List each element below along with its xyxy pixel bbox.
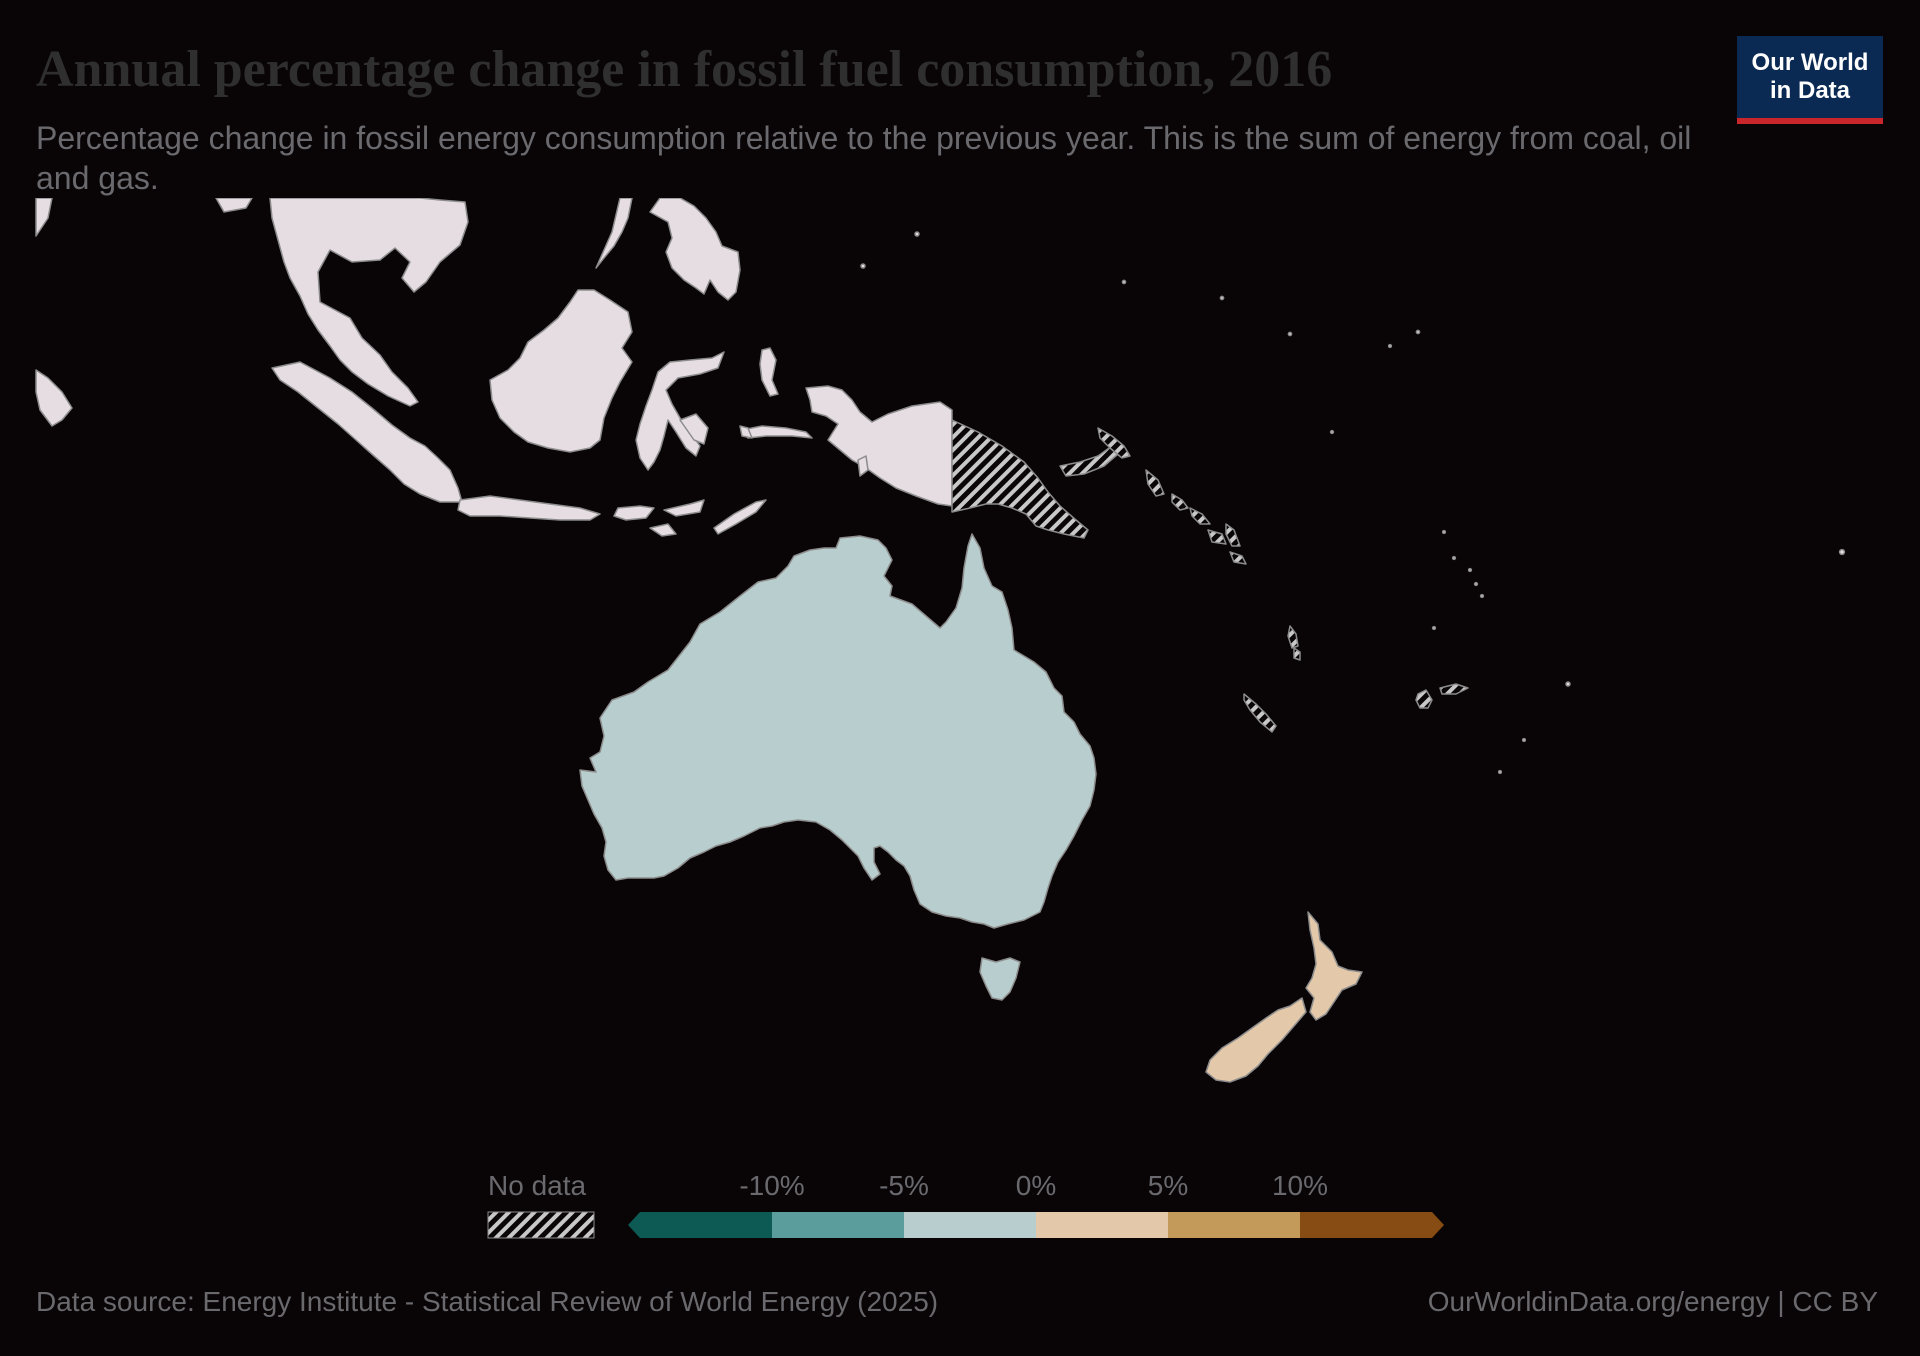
legend-bin [628, 1212, 772, 1238]
region-papua-new-guinea [951, 419, 1089, 539]
region-indochina-fragment [35, 198, 53, 237]
legend-bin [772, 1212, 904, 1238]
no-data-regions [951, 419, 1469, 733]
region-buru [739, 425, 753, 439]
region-fiji-2 [1439, 683, 1469, 695]
region-tasmania [979, 957, 1021, 1001]
logo-line-1: Our World [1751, 49, 1869, 76]
legend-tick-label: 5% [1147, 1170, 1189, 1201]
region-solomon-3 [1207, 529, 1227, 545]
region-new-zealand-south [1205, 997, 1307, 1083]
region-bali-lombok [613, 505, 655, 521]
no-data-label: No data [488, 1170, 587, 1201]
region-australia [579, 533, 1097, 929]
region-sumba [649, 523, 677, 537]
region-seram [741, 425, 813, 439]
region-timor [713, 499, 767, 535]
region-aru [857, 455, 869, 477]
legend-tick-label: -5% [879, 1170, 929, 1201]
chart-title: Annual percentage change in fossil fuel … [36, 41, 1333, 98]
legend-tick-label: -10% [739, 1170, 805, 1201]
legend-color-scale [628, 1212, 1444, 1238]
data-source: Data source: Energy Institute - Statisti… [36, 1286, 939, 1317]
outside-region-land [35, 198, 953, 537]
region-solomon-4 [1225, 523, 1241, 547]
region-sulawesi-arm [679, 413, 709, 445]
region-bougainville [1145, 469, 1165, 497]
region-sri-lanka [35, 369, 73, 427]
logo-line-2: in Data [1769, 77, 1850, 104]
legend [487, 1211, 1444, 1239]
legend-bin [1300, 1212, 1444, 1238]
legend-bin [1168, 1212, 1300, 1238]
region-vietnam-fragment [215, 198, 253, 213]
region-new-britain [1059, 445, 1119, 477]
region-borneo [489, 289, 633, 453]
region-solomon-5 [1229, 551, 1247, 565]
region-vanuatu-2 [1293, 647, 1301, 661]
legend-bin [1036, 1212, 1168, 1238]
region-halmahera [759, 347, 779, 397]
region-new-ireland [1097, 427, 1131, 459]
legend-bin [904, 1212, 1036, 1238]
region-sulawesi [635, 351, 725, 471]
region-new-caledonia [1243, 693, 1277, 733]
region-java [457, 495, 601, 521]
pacific-islets [860, 231, 1846, 775]
region-new-guinea-west [805, 385, 953, 507]
region-malay-peninsula [269, 198, 469, 407]
region-fiji-1 [1415, 689, 1433, 709]
region-philippines-2 [595, 198, 633, 269]
region-philippines-1 [649, 198, 741, 301]
region-vanuatu-1 [1287, 625, 1299, 649]
legend-tick-label: 10% [1271, 1170, 1329, 1201]
no-data-swatch [487, 1211, 595, 1239]
owid-logo[interactable]: Our World in Data [1737, 36, 1883, 124]
region-solomon-1 [1171, 493, 1189, 511]
region-solomon-2 [1189, 507, 1211, 525]
region-new-zealand-north [1305, 911, 1363, 1021]
chart-subtitle: Percentage change in fossil energy consu… [36, 120, 1692, 196]
legend-tick-label: 0% [1015, 1170, 1057, 1201]
region-sumbawa [663, 499, 705, 517]
credit-link[interactable]: OurWorldinData.org/energy | CC BY [1427, 1286, 1878, 1317]
